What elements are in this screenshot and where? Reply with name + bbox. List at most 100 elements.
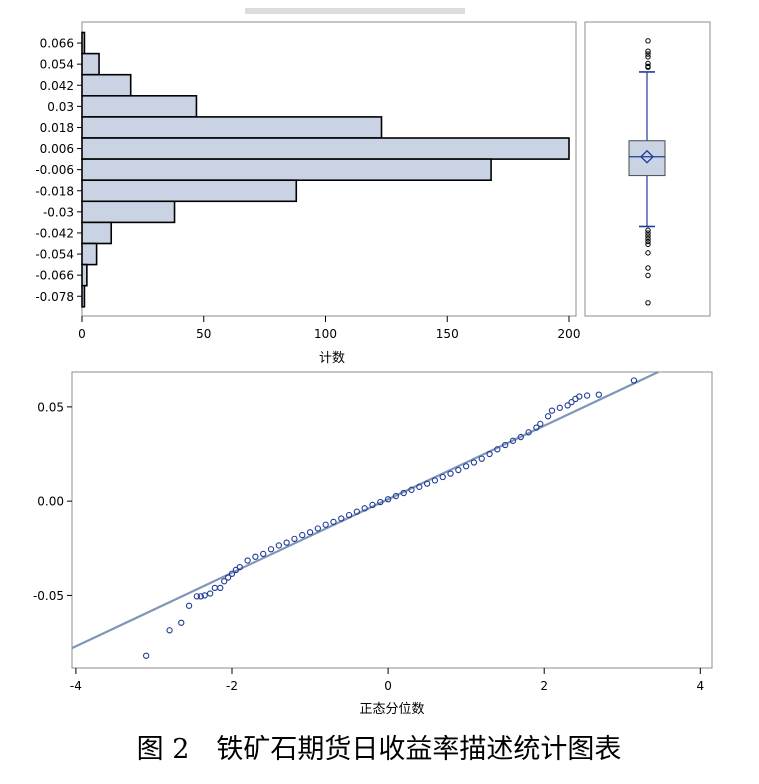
qq-point [564, 402, 571, 409]
histogram-y-tick-label: 0.006 [40, 142, 74, 156]
qq-point [252, 553, 259, 560]
histogram-bar [81, 221, 113, 245]
figure-caption: 图 2 铁矿石期货日收益率描述统计图表 [137, 734, 622, 765]
histogram-x-axis-title: 计数 [319, 351, 345, 366]
cropped-title-remnant [245, 8, 465, 14]
histogram-y-tick-labels: 0.066 0.054 0.042 0.03 0.018 0.006 -0.006 -0.01… [35, 37, 82, 304]
histogram-bar [81, 158, 492, 182]
qq-point [185, 602, 193, 609]
boxplot-outlier [645, 300, 651, 306]
qq-point [377, 498, 384, 506]
histogram-y-tick-label: 0.018 [40, 121, 74, 135]
histogram-y-tick-label: 0.066 [40, 37, 74, 51]
qq-point [478, 455, 485, 462]
histogram-y-tick-label: -0.042 [35, 226, 74, 240]
qq-point [353, 508, 361, 515]
histogram-y-tick-label: 0.03 [47, 100, 74, 114]
qq-y-tick-label: 0.00 [37, 495, 64, 509]
qq-point [369, 501, 376, 509]
qq-point [462, 463, 470, 470]
qq-point [494, 446, 501, 453]
qq-point [166, 627, 173, 634]
histogram-bar [81, 73, 132, 97]
qq-point [228, 570, 236, 577]
histogram-bar [81, 242, 98, 266]
qq-point [502, 441, 509, 449]
qq-point [447, 470, 454, 477]
qq-point [275, 542, 282, 549]
qq-point [267, 546, 275, 553]
boxplot-mean-marker [640, 149, 654, 164]
boxplot-outlier [645, 38, 651, 44]
histogram-bar [81, 116, 383, 139]
histogram-bar [81, 52, 100, 76]
histogram-y-tick-label: 0.042 [40, 79, 74, 93]
boxplot-outlier [645, 250, 651, 256]
qq-point [217, 584, 224, 592]
qq-point [201, 592, 208, 599]
boxplot-outlier [645, 233, 651, 239]
qq-point [244, 557, 251, 564]
qq-point [345, 511, 353, 519]
histogram-x-ticks: 0 50 100 150 200 [78, 316, 580, 341]
histogram-bar [81, 200, 176, 224]
qq-points [142, 377, 638, 659]
histogram-panel: 0.066 0.054 0.042 0.03 0.018 0.006 -0.006 -0.01… [35, 21, 580, 366]
histogram-y-tick-label: 0.054 [40, 58, 74, 72]
histogram-y-tick-label: -0.066 [35, 269, 74, 283]
histogram-y-tick-label: -0.03 [43, 205, 74, 219]
boxplot-content [628, 38, 666, 306]
boxplot-box [628, 140, 666, 177]
qq-x-tick-label: 2 [540, 679, 548, 693]
qq-y-ticks: -0.05 0.00 0.05 [33, 400, 72, 603]
qq-point [306, 529, 314, 536]
qq-point [361, 505, 368, 512]
qq-x-tick-label: 0 [384, 679, 392, 693]
histogram-x-tick-label: 150 [436, 327, 459, 341]
histogram-bar [81, 284, 86, 308]
histogram-x-tick-label: 100 [314, 327, 337, 341]
qq-point [537, 420, 544, 427]
qq-point [314, 525, 322, 532]
histogram-bar [81, 179, 298, 203]
boxplot-outlier [645, 238, 651, 245]
boxplot-outlier [645, 48, 651, 54]
qq-point [416, 483, 423, 490]
qq-point [556, 404, 563, 411]
qq-point [299, 531, 306, 539]
qq-x-tick-label: 4 [696, 679, 704, 693]
qq-point [206, 590, 214, 597]
qq-point [509, 437, 517, 444]
qq-point [330, 518, 337, 526]
qq-plot-frame [71, 371, 713, 669]
qq-point [595, 391, 602, 398]
histogram-bar [81, 263, 88, 287]
boxplot-outlier [645, 51, 651, 57]
histogram-x-tick-label: 50 [196, 327, 211, 341]
boxplot-panel [584, 21, 711, 317]
histogram-bar [81, 95, 198, 118]
qq-x-axis-title: 正态分位数 [359, 702, 424, 717]
qq-point [455, 466, 462, 474]
qq-x-tick-label: -4 [70, 679, 82, 693]
qq-point [548, 407, 556, 414]
histogram-bar [81, 31, 86, 55]
boxplot-outlier [645, 60, 651, 67]
qq-y-tick-label: -0.05 [33, 589, 64, 603]
qq-point [291, 535, 298, 543]
qq-point [408, 486, 415, 493]
boxplot-frame [584, 21, 711, 317]
boxplot-outlier [645, 241, 651, 248]
qq-point [486, 450, 493, 458]
qq-point [423, 480, 431, 487]
qq-y-tick-label: 0.05 [37, 400, 64, 414]
boxplot-outlier [645, 265, 651, 271]
qq-point [544, 413, 552, 420]
boxplot-outlier [645, 230, 651, 236]
qq-point [178, 619, 185, 626]
qq-reference-line [71, 371, 659, 650]
qq-point [533, 424, 540, 431]
qq-point [517, 433, 524, 441]
boxplot-outlier [645, 272, 651, 279]
